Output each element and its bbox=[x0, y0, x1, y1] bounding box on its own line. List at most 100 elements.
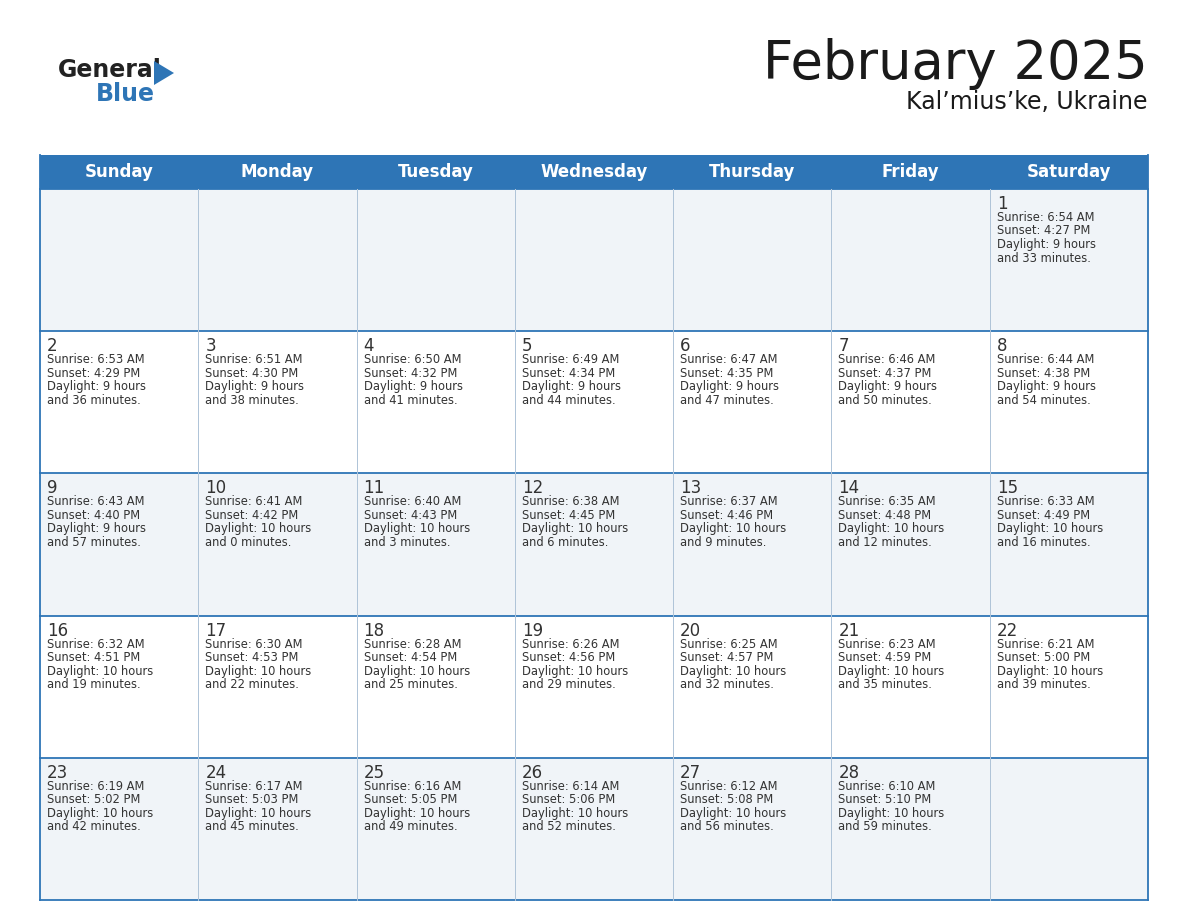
Text: and 57 minutes.: and 57 minutes. bbox=[48, 536, 141, 549]
Text: 1: 1 bbox=[997, 195, 1007, 213]
Text: 27: 27 bbox=[681, 764, 701, 782]
Text: 13: 13 bbox=[681, 479, 701, 498]
Text: Daylight: 10 hours: Daylight: 10 hours bbox=[997, 665, 1102, 677]
Text: Sunset: 4:57 PM: Sunset: 4:57 PM bbox=[681, 651, 773, 664]
Bar bbox=[40, 757, 1148, 900]
Text: 23: 23 bbox=[48, 764, 68, 782]
Text: Daylight: 9 hours: Daylight: 9 hours bbox=[839, 380, 937, 393]
Text: 2: 2 bbox=[48, 337, 58, 355]
Text: 26: 26 bbox=[522, 764, 543, 782]
Text: Daylight: 9 hours: Daylight: 9 hours bbox=[48, 522, 146, 535]
Text: and 59 minutes.: and 59 minutes. bbox=[839, 821, 933, 834]
Text: Daylight: 10 hours: Daylight: 10 hours bbox=[839, 665, 944, 677]
Text: Sunset: 4:54 PM: Sunset: 4:54 PM bbox=[364, 651, 457, 664]
Bar bbox=[40, 155, 1148, 189]
Text: Daylight: 10 hours: Daylight: 10 hours bbox=[364, 522, 469, 535]
Text: Sunset: 4:38 PM: Sunset: 4:38 PM bbox=[997, 366, 1089, 380]
Text: Sunrise: 6:14 AM: Sunrise: 6:14 AM bbox=[522, 779, 619, 793]
Text: 18: 18 bbox=[364, 621, 385, 640]
Text: 3: 3 bbox=[206, 337, 216, 355]
Text: Kal’mius’ke, Ukraine: Kal’mius’ke, Ukraine bbox=[906, 90, 1148, 114]
Text: Sunset: 5:00 PM: Sunset: 5:00 PM bbox=[997, 651, 1089, 664]
Text: Sunrise: 6:40 AM: Sunrise: 6:40 AM bbox=[364, 496, 461, 509]
Text: 14: 14 bbox=[839, 479, 860, 498]
Text: Daylight: 9 hours: Daylight: 9 hours bbox=[681, 380, 779, 393]
Text: Sunrise: 6:10 AM: Sunrise: 6:10 AM bbox=[839, 779, 936, 793]
Text: Sunset: 4:40 PM: Sunset: 4:40 PM bbox=[48, 509, 140, 522]
Text: 8: 8 bbox=[997, 337, 1007, 355]
Text: and 44 minutes.: and 44 minutes. bbox=[522, 394, 615, 407]
Text: 21: 21 bbox=[839, 621, 860, 640]
Text: and 38 minutes.: and 38 minutes. bbox=[206, 394, 299, 407]
Text: Sunrise: 6:33 AM: Sunrise: 6:33 AM bbox=[997, 496, 1094, 509]
Text: and 50 minutes.: and 50 minutes. bbox=[839, 394, 933, 407]
Text: Saturday: Saturday bbox=[1026, 163, 1111, 181]
Text: Daylight: 10 hours: Daylight: 10 hours bbox=[48, 665, 153, 677]
Text: Daylight: 10 hours: Daylight: 10 hours bbox=[681, 522, 786, 535]
Text: Sunrise: 6:54 AM: Sunrise: 6:54 AM bbox=[997, 211, 1094, 224]
Text: and 33 minutes.: and 33 minutes. bbox=[997, 252, 1091, 264]
Text: Thursday: Thursday bbox=[709, 163, 796, 181]
Text: Sunset: 4:56 PM: Sunset: 4:56 PM bbox=[522, 651, 615, 664]
Text: Sunrise: 6:38 AM: Sunrise: 6:38 AM bbox=[522, 496, 619, 509]
Text: and 19 minutes.: and 19 minutes. bbox=[48, 678, 140, 691]
Text: and 29 minutes.: and 29 minutes. bbox=[522, 678, 615, 691]
Text: Daylight: 10 hours: Daylight: 10 hours bbox=[206, 665, 311, 677]
Text: Sunday: Sunday bbox=[84, 163, 153, 181]
Text: 16: 16 bbox=[48, 621, 68, 640]
Text: Daylight: 10 hours: Daylight: 10 hours bbox=[839, 807, 944, 820]
Text: and 3 minutes.: and 3 minutes. bbox=[364, 536, 450, 549]
Text: Sunrise: 6:25 AM: Sunrise: 6:25 AM bbox=[681, 638, 778, 651]
Text: Daylight: 9 hours: Daylight: 9 hours bbox=[522, 380, 621, 393]
Text: and 41 minutes.: and 41 minutes. bbox=[364, 394, 457, 407]
Text: and 36 minutes.: and 36 minutes. bbox=[48, 394, 140, 407]
Text: Daylight: 10 hours: Daylight: 10 hours bbox=[364, 665, 469, 677]
Text: Daylight: 10 hours: Daylight: 10 hours bbox=[681, 807, 786, 820]
Bar bbox=[40, 474, 1148, 616]
Text: Sunset: 4:49 PM: Sunset: 4:49 PM bbox=[997, 509, 1089, 522]
Text: Daylight: 10 hours: Daylight: 10 hours bbox=[681, 665, 786, 677]
Text: Daylight: 10 hours: Daylight: 10 hours bbox=[522, 522, 628, 535]
Text: General: General bbox=[58, 58, 162, 82]
Text: Sunset: 4:51 PM: Sunset: 4:51 PM bbox=[48, 651, 140, 664]
Text: 11: 11 bbox=[364, 479, 385, 498]
Text: and 45 minutes.: and 45 minutes. bbox=[206, 821, 299, 834]
Text: and 47 minutes.: and 47 minutes. bbox=[681, 394, 773, 407]
Text: Sunrise: 6:21 AM: Sunrise: 6:21 AM bbox=[997, 638, 1094, 651]
Text: Wednesday: Wednesday bbox=[541, 163, 647, 181]
Text: and 25 minutes.: and 25 minutes. bbox=[364, 678, 457, 691]
Text: Daylight: 10 hours: Daylight: 10 hours bbox=[997, 522, 1102, 535]
Text: and 49 minutes.: and 49 minutes. bbox=[364, 821, 457, 834]
Text: Sunset: 5:03 PM: Sunset: 5:03 PM bbox=[206, 793, 298, 806]
Text: Sunrise: 6:23 AM: Sunrise: 6:23 AM bbox=[839, 638, 936, 651]
Text: Sunset: 4:53 PM: Sunset: 4:53 PM bbox=[206, 651, 298, 664]
Text: Sunset: 5:10 PM: Sunset: 5:10 PM bbox=[839, 793, 931, 806]
Text: Daylight: 10 hours: Daylight: 10 hours bbox=[522, 665, 628, 677]
Text: Daylight: 9 hours: Daylight: 9 hours bbox=[997, 238, 1095, 251]
Text: Tuesday: Tuesday bbox=[398, 163, 474, 181]
Text: Sunrise: 6:51 AM: Sunrise: 6:51 AM bbox=[206, 353, 303, 366]
Text: 19: 19 bbox=[522, 621, 543, 640]
Text: Daylight: 10 hours: Daylight: 10 hours bbox=[522, 807, 628, 820]
Text: Sunrise: 6:50 AM: Sunrise: 6:50 AM bbox=[364, 353, 461, 366]
Text: and 54 minutes.: and 54 minutes. bbox=[997, 394, 1091, 407]
Text: Sunrise: 6:35 AM: Sunrise: 6:35 AM bbox=[839, 496, 936, 509]
Text: Sunrise: 6:19 AM: Sunrise: 6:19 AM bbox=[48, 779, 145, 793]
Text: Daylight: 9 hours: Daylight: 9 hours bbox=[997, 380, 1095, 393]
Text: Sunrise: 6:32 AM: Sunrise: 6:32 AM bbox=[48, 638, 145, 651]
Text: and 16 minutes.: and 16 minutes. bbox=[997, 536, 1091, 549]
Text: and 12 minutes.: and 12 minutes. bbox=[839, 536, 933, 549]
Text: Sunrise: 6:53 AM: Sunrise: 6:53 AM bbox=[48, 353, 145, 366]
Text: Sunset: 4:32 PM: Sunset: 4:32 PM bbox=[364, 366, 457, 380]
Text: Sunrise: 6:26 AM: Sunrise: 6:26 AM bbox=[522, 638, 619, 651]
Text: Sunset: 4:59 PM: Sunset: 4:59 PM bbox=[839, 651, 931, 664]
Text: Daylight: 10 hours: Daylight: 10 hours bbox=[48, 807, 153, 820]
Text: Sunset: 4:29 PM: Sunset: 4:29 PM bbox=[48, 366, 140, 380]
Text: and 52 minutes.: and 52 minutes. bbox=[522, 821, 615, 834]
Text: 6: 6 bbox=[681, 337, 690, 355]
Polygon shape bbox=[154, 61, 173, 85]
Text: Sunset: 5:08 PM: Sunset: 5:08 PM bbox=[681, 793, 773, 806]
Text: Sunset: 4:48 PM: Sunset: 4:48 PM bbox=[839, 509, 931, 522]
Text: Sunset: 4:46 PM: Sunset: 4:46 PM bbox=[681, 509, 773, 522]
Text: Daylight: 10 hours: Daylight: 10 hours bbox=[839, 522, 944, 535]
